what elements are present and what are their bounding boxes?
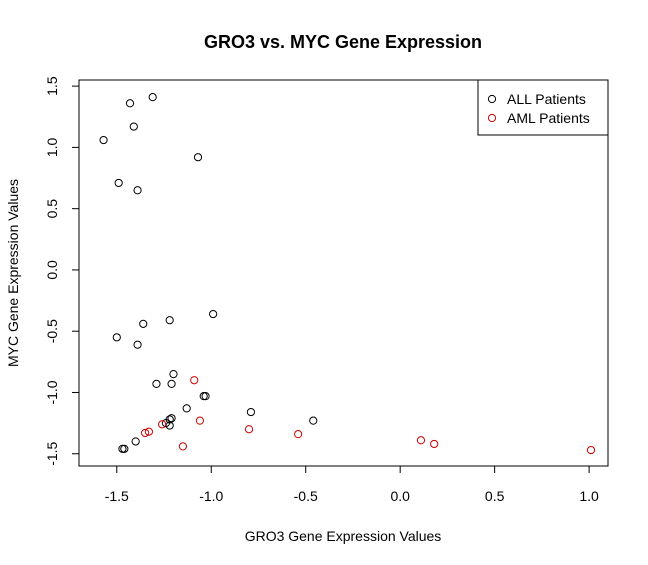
all-patient-point <box>193 153 203 162</box>
all-patient-point <box>125 99 135 108</box>
all-patient-point <box>246 407 256 417</box>
plot-frame <box>78 79 609 467</box>
y-tick-label: 0.5 <box>44 199 60 219</box>
all-patient-point <box>133 340 142 349</box>
aml-patient-point <box>294 430 303 439</box>
y-axis: -1.5 -1.0 -0.5 0.0 0.5 1.0 1.5 <box>44 76 80 466</box>
legend-box <box>477 79 609 136</box>
all-patient-point <box>201 392 210 401</box>
y-tick-label: 0.0 <box>44 260 60 280</box>
aml-patient-point <box>178 442 188 451</box>
all-patient-point <box>165 316 174 325</box>
all-patient-point <box>99 135 108 145</box>
all-patient-point <box>139 319 148 328</box>
legend-label-aml: AML Patients <box>507 110 590 126</box>
aml-patient-point <box>190 376 199 385</box>
all-patient-point <box>309 416 318 425</box>
aml-patient-point <box>144 427 154 436</box>
all-patient-point <box>167 414 176 423</box>
all-patient-point <box>169 369 178 379</box>
all-patient-point <box>167 379 176 388</box>
all-patient-point <box>165 421 174 430</box>
aml-patient-point <box>244 425 254 434</box>
legend: ALL Patients AML Patients <box>477 79 609 136</box>
y-tick-label: -0.5 <box>44 319 60 343</box>
x-tick-label: -0.5 <box>294 488 318 504</box>
x-axis: -1.5 -1.0 -0.5 0.0 0.5 1.0 <box>105 465 599 504</box>
aml-patient-point <box>158 420 167 429</box>
x-tick-label: 1.0 <box>579 488 599 504</box>
y-tick-label: -1.5 <box>44 441 60 465</box>
x-tick-label: -1.5 <box>105 488 129 504</box>
chart-title: GRO3 vs. MYC Gene Expression <box>204 32 482 52</box>
all-patient-point <box>118 444 127 453</box>
aml-patient-point <box>195 416 205 425</box>
y-tick-label: 1.0 <box>44 137 60 157</box>
x-axis-label: GRO3 Gene Expression Values <box>245 528 442 544</box>
all-patient-point <box>209 309 218 319</box>
all-patient-point <box>112 333 121 342</box>
all-patient-point <box>133 186 142 195</box>
aml-patient-point <box>141 428 150 438</box>
all-patient-point <box>182 404 191 413</box>
aml-patient-point <box>430 439 439 449</box>
data-points <box>99 93 596 455</box>
legend-marker-all <box>487 94 497 104</box>
y-axis-label: MYC Gene Expression Values <box>5 179 21 367</box>
all-patient-point <box>129 122 138 131</box>
y-tick-label: 1.5 <box>44 76 60 96</box>
x-tick-label: 0.5 <box>485 488 505 504</box>
aml-patient-point <box>586 445 596 455</box>
legend-marker-aml <box>487 113 497 123</box>
aml-patient-point <box>416 436 426 445</box>
all-patient-point <box>148 93 157 102</box>
all-patient-point <box>152 379 161 388</box>
x-tick-label: 0.0 <box>390 488 410 504</box>
all-patient-point <box>131 437 140 446</box>
y-tick-label: -1.0 <box>44 380 60 404</box>
x-tick-label: -1.0 <box>199 488 223 504</box>
all-patient-point <box>114 178 123 188</box>
legend-label-all: ALL Patients <box>507 91 586 107</box>
